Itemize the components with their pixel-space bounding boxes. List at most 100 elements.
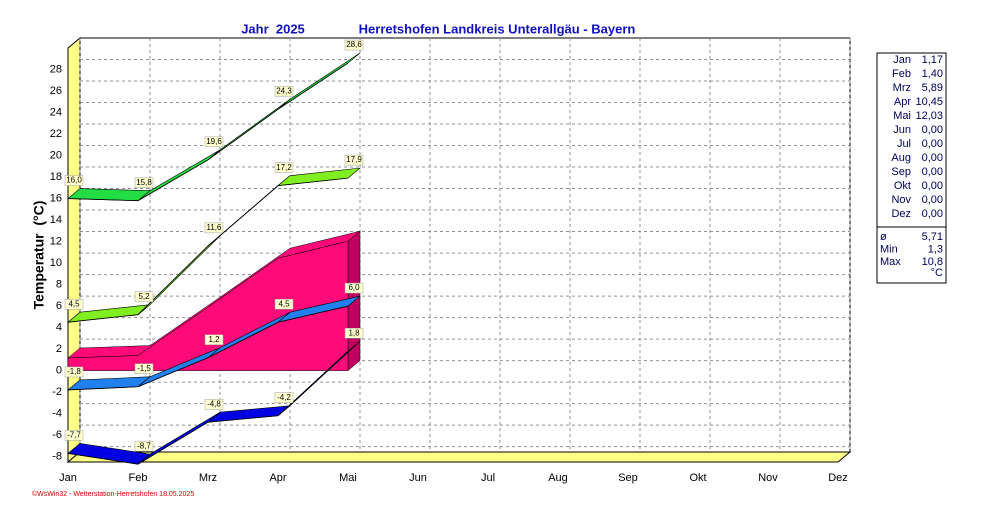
summary-month: Aug xyxy=(891,152,911,164)
x-tick-label: Okt xyxy=(689,472,706,484)
area xyxy=(67,240,349,371)
y-tick-label: 2 xyxy=(56,343,62,355)
data-label: 11,6 xyxy=(207,223,223,232)
x-tick-label: Mrz xyxy=(199,472,217,484)
x-tick-label: Apr xyxy=(269,472,286,484)
data-label-box xyxy=(64,298,84,310)
x-tick-label: Dez xyxy=(828,472,848,484)
y-tick-label: 6 xyxy=(56,300,62,312)
data-label-box xyxy=(274,298,294,310)
x-tick-label: Jul xyxy=(481,472,495,484)
y-tick-label: 20 xyxy=(50,149,62,161)
data-label: 5,2 xyxy=(138,292,150,301)
summary-value: 1,40 xyxy=(922,68,943,80)
summary-value: 0,00 xyxy=(922,138,943,150)
summary-stat-label: Min xyxy=(880,243,898,255)
summary-month: Jun xyxy=(893,124,911,136)
data-label-box xyxy=(274,162,294,173)
summary-value: 0,00 xyxy=(922,208,943,220)
summary-month: Mai xyxy=(893,110,911,122)
data-label-box xyxy=(134,291,154,302)
data-label-box xyxy=(274,86,294,97)
line xyxy=(67,305,349,391)
summary-stat-label: ø xyxy=(880,231,887,243)
y-tick-label: 8 xyxy=(56,278,62,290)
data-label-box xyxy=(344,154,364,166)
data-label-box xyxy=(134,440,154,452)
data-label-box xyxy=(204,222,224,234)
floor xyxy=(66,451,852,463)
y-tick-label: -2 xyxy=(52,386,62,398)
y-tick-label: 10 xyxy=(50,257,62,269)
data-label-box xyxy=(134,363,154,374)
summary-stat-value: 5,71 xyxy=(922,231,943,243)
x-tick-label: Nov xyxy=(758,472,778,484)
summary-value: 0,00 xyxy=(922,124,943,136)
y-tick-label: 18 xyxy=(50,171,62,183)
data-label: -7,7 xyxy=(67,431,81,440)
y-tick-label: 26 xyxy=(50,85,62,97)
data-label: 16,0 xyxy=(66,176,82,185)
data-label-box xyxy=(64,430,84,441)
data-label-box xyxy=(64,366,84,378)
summary-month: Dez xyxy=(891,208,911,220)
summary-value: 5,89 xyxy=(922,82,943,94)
data-label: -4,2 xyxy=(277,393,291,402)
summary-value: 0,00 xyxy=(922,194,943,206)
y-tick-label: 12 xyxy=(50,235,62,247)
x-tick-label: Feb xyxy=(129,472,148,484)
x-tick-label: Mai xyxy=(339,472,357,484)
summary-value: 12,03 xyxy=(915,110,943,122)
y-tick-label: 24 xyxy=(50,106,62,118)
data-label-box xyxy=(64,175,84,186)
data-label-box xyxy=(204,398,224,410)
data-label: 19,6 xyxy=(206,137,222,146)
y-tick-label: 14 xyxy=(50,214,62,226)
summary-month: Feb xyxy=(892,68,911,80)
x-tick-label: Jan xyxy=(59,472,77,484)
y-tick-label: -8 xyxy=(52,451,62,463)
data-label: -1,8 xyxy=(67,367,81,376)
summary-value: 0,00 xyxy=(922,180,943,192)
line xyxy=(67,177,349,323)
footer: ©WsWin32 - Wetterstation-Herretshofen 18… xyxy=(32,490,194,498)
data-label: 17,2 xyxy=(276,163,292,172)
data-label: 4,5 xyxy=(278,299,290,308)
data-label: 1,2 xyxy=(208,335,220,344)
y-tick-label: 28 xyxy=(50,63,62,75)
data-label: 28,6 xyxy=(346,40,362,49)
line xyxy=(67,62,349,202)
data-label-box xyxy=(204,334,224,345)
data-label: 24,3 xyxy=(276,86,292,95)
line xyxy=(67,350,349,465)
left-wall xyxy=(67,36,81,464)
summary-stat-value: 10,8 xyxy=(922,256,943,268)
summary-value: 10,45 xyxy=(915,96,943,108)
data-label: -1,5 xyxy=(137,364,151,373)
summary-month: Nov xyxy=(891,194,911,206)
x-tick-label: Aug xyxy=(548,472,568,484)
data-label: -8,7 xyxy=(137,441,151,450)
back-wall xyxy=(79,37,851,453)
data-label-box xyxy=(344,327,364,339)
chart-title: Jahr 2025 xyxy=(241,21,305,36)
summary-month: Mrz xyxy=(893,82,911,94)
data-label: 6,0 xyxy=(348,283,360,292)
y-tick-label: -6 xyxy=(52,429,62,441)
summary-stat-label: Max xyxy=(880,256,901,268)
summary-value: 0,00 xyxy=(922,152,943,164)
summary-box xyxy=(876,52,947,284)
data-label-box xyxy=(344,282,364,294)
data-label: -4,8 xyxy=(207,399,221,408)
x-tick-label: Sep xyxy=(618,472,638,484)
summary-stat-value: 1,3 xyxy=(928,243,943,255)
data-label-box xyxy=(204,136,224,148)
summary-month: Sep xyxy=(891,166,911,178)
data-label: 1,8 xyxy=(348,328,360,337)
y-tick-label: 16 xyxy=(50,192,62,204)
summary-month: Apr xyxy=(894,96,911,108)
summary-month: Jan xyxy=(893,54,911,66)
summary-value: 0,00 xyxy=(922,166,943,178)
y-tick-label: 4 xyxy=(56,321,62,333)
